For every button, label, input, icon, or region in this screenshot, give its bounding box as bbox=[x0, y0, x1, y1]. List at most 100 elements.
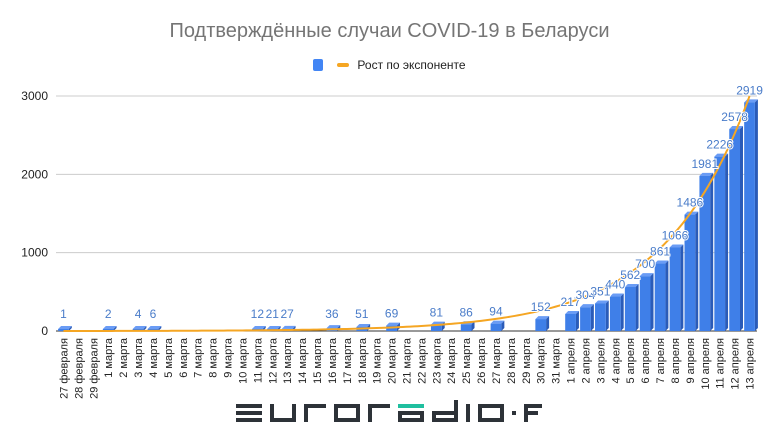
x-tick-label: 10 апреля bbox=[700, 338, 712, 390]
chart-title: Подтверждённые случаи COVID-19 в Беларус… bbox=[169, 20, 610, 42]
y-tick-label: 3000 bbox=[21, 89, 48, 103]
x-tick-label: 28 февраля bbox=[73, 338, 85, 399]
x-tick-label: 24 марта bbox=[446, 337, 458, 384]
y-tick-label: 2000 bbox=[21, 167, 48, 181]
data-label: 81 bbox=[430, 306, 444, 320]
data-label: 1981 bbox=[691, 157, 718, 171]
data-label: 21 bbox=[266, 307, 280, 321]
data-label: 2226 bbox=[706, 138, 733, 152]
x-tick-label: 9 марта bbox=[223, 337, 235, 378]
x-tick-label: 4 апреля bbox=[610, 338, 622, 384]
x-tick-label: 6 марта bbox=[178, 337, 190, 378]
x-tick-label: 5 апреля bbox=[625, 338, 637, 384]
data-label: 4 bbox=[135, 307, 142, 321]
bar bbox=[535, 316, 550, 331]
chart-legend: Рост по экспоненте bbox=[0, 58, 779, 72]
bar bbox=[654, 260, 669, 331]
x-tick-label: 13 марта bbox=[282, 337, 294, 384]
data-label: 1 bbox=[60, 307, 67, 321]
bar bbox=[669, 244, 684, 331]
data-label: 700 bbox=[635, 257, 655, 271]
x-tick-label: 8 марта bbox=[208, 337, 220, 378]
x-tick-label: 22 марта bbox=[416, 337, 428, 384]
x-tick-label: 30 марта bbox=[536, 337, 548, 384]
bar bbox=[580, 304, 594, 331]
x-tick-label: 18 марта bbox=[357, 337, 369, 384]
legend-line-label: Рост по экспоненте bbox=[357, 58, 466, 72]
x-tick-label: 28 марта bbox=[506, 337, 518, 384]
euroradio-logo bbox=[236, 400, 542, 422]
x-tick-label: 17 марта bbox=[342, 337, 354, 384]
x-tick-label: 8 апреля bbox=[670, 338, 682, 384]
data-label: 562 bbox=[620, 268, 640, 282]
data-label: 440 bbox=[605, 278, 625, 292]
data-label: 36 bbox=[325, 307, 339, 321]
bar bbox=[699, 172, 714, 331]
x-tick-label: 2 апреля bbox=[580, 338, 592, 384]
bar bbox=[729, 126, 743, 331]
data-label: 2578 bbox=[721, 110, 748, 124]
x-tick-label: 21 марта bbox=[402, 337, 414, 384]
data-label: 51 bbox=[355, 307, 369, 321]
trend-line bbox=[63, 95, 751, 332]
data-label: 27 bbox=[281, 307, 295, 321]
legend-line-swatch bbox=[337, 63, 350, 67]
x-tick-label: 20 марта bbox=[387, 337, 399, 384]
data-label: 6 bbox=[150, 307, 157, 321]
x-tick-label: 26 марта bbox=[476, 337, 488, 384]
data-label: 12 bbox=[251, 307, 265, 321]
x-tick-label: 3 марта bbox=[133, 337, 145, 378]
data-label: 2919 bbox=[736, 83, 763, 97]
x-tick-label: 27 марта bbox=[491, 337, 503, 384]
y-tick-label: 1000 bbox=[21, 246, 48, 260]
x-tick-label: 9 апреля bbox=[685, 338, 697, 384]
x-tick-label: 2 марта bbox=[118, 337, 130, 378]
data-label: 304 bbox=[575, 288, 595, 302]
bar bbox=[609, 293, 624, 331]
data-label: 861 bbox=[650, 245, 670, 259]
data-label: 69 bbox=[385, 307, 399, 321]
x-tick-label: 31 марта bbox=[551, 337, 563, 384]
data-label: 94 bbox=[489, 305, 503, 319]
data-label: 351 bbox=[590, 285, 610, 299]
data-label: 1066 bbox=[662, 228, 689, 242]
bar bbox=[714, 153, 729, 331]
x-tick-label: 6 апреля bbox=[640, 338, 652, 384]
x-tick-label: 4 марта bbox=[148, 337, 160, 378]
data-label: 152 bbox=[531, 300, 551, 314]
data-label: 1486 bbox=[677, 196, 704, 210]
x-tick-label: 1 марта bbox=[103, 337, 115, 378]
bar bbox=[744, 99, 758, 331]
x-tick-label: 7 апреля bbox=[655, 338, 667, 384]
bar bbox=[639, 273, 654, 331]
x-tick-label: 3 апреля bbox=[595, 338, 607, 384]
legend-bar-swatch bbox=[313, 59, 324, 71]
bar bbox=[430, 321, 445, 331]
bar bbox=[595, 300, 609, 331]
x-tick-label: 10 марта bbox=[237, 337, 249, 384]
x-tick-label: 27 февраля bbox=[58, 338, 70, 399]
x-tick-label: 15 марта bbox=[312, 337, 324, 384]
x-tick-label: 5 марта bbox=[163, 337, 175, 378]
x-tick-label: 7 марта bbox=[193, 337, 205, 378]
data-label: 2 bbox=[105, 307, 112, 321]
x-tick-label: 14 марта bbox=[297, 337, 309, 384]
data-label: 217 bbox=[561, 295, 581, 309]
data-label: 86 bbox=[459, 305, 473, 319]
x-tick-label: 29 марта bbox=[521, 337, 533, 384]
x-tick-label: 11 марта bbox=[252, 337, 264, 383]
x-tick-label: 19 марта bbox=[372, 337, 384, 384]
y-tick-label: 0 bbox=[41, 324, 48, 338]
x-tick-label: 13 апреля bbox=[745, 338, 757, 390]
x-tick-label: 16 марта bbox=[327, 337, 339, 384]
bar bbox=[565, 311, 579, 331]
bar bbox=[490, 320, 505, 331]
x-tick-label: 1 апреля bbox=[566, 338, 578, 384]
x-tick-label: 25 марта bbox=[461, 337, 473, 384]
x-tick-label: 11 апреля bbox=[715, 338, 727, 389]
x-tick-label: 23 марта bbox=[431, 337, 443, 384]
x-tick-label: 29 февраля bbox=[88, 338, 100, 399]
x-tick-label: 12 марта bbox=[267, 337, 279, 384]
bar bbox=[624, 283, 639, 331]
